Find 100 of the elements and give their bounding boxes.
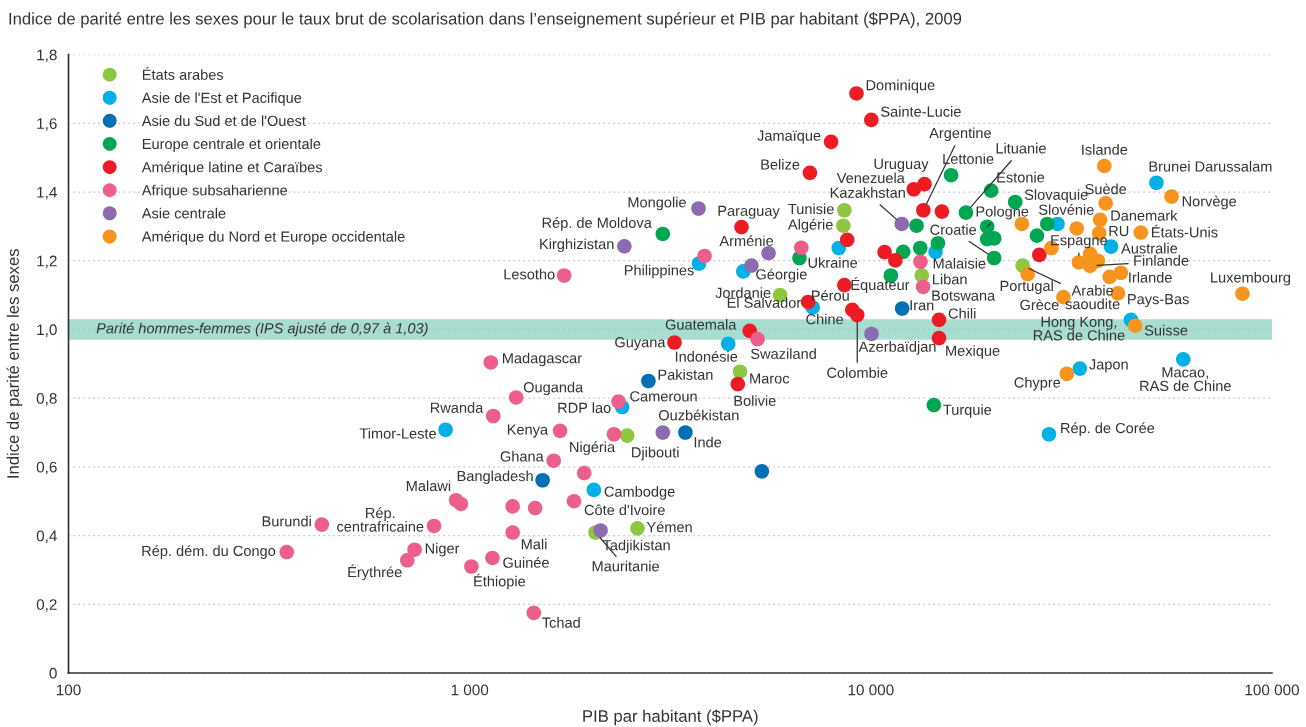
annotation: Timor-Leste xyxy=(359,427,436,439)
annotation: Guinée xyxy=(503,556,549,568)
annotation: Madagascar xyxy=(503,352,582,367)
legend-label: Asie du Sud et de l'Ouest xyxy=(141,115,306,127)
annotation: Ghana xyxy=(500,450,544,462)
annotation: Estonie xyxy=(997,171,1045,183)
legend-label: Asie de l'Est et Pacifique xyxy=(141,92,302,106)
annotation: Chili xyxy=(948,308,976,319)
annotation: Portugal xyxy=(1000,280,1053,294)
annotation: Jordanie xyxy=(715,287,771,298)
annotation: Lituanie xyxy=(996,142,1046,154)
annotation: Belize xyxy=(761,158,800,170)
chart-title: Indice de parité entre les sexes pour le taux brut de scolarisation dans l’enseignement supérieur et PIB par habitant ($PPA), 2009 xyxy=(9,12,962,28)
annotation: Iran xyxy=(910,300,934,311)
annotation: Éthiopie xyxy=(474,573,526,590)
annotation: Rép. dém. du Congo xyxy=(142,545,276,559)
y-tick-label: 0,6 xyxy=(36,461,57,475)
y-tick-label: 1,8 xyxy=(37,49,57,63)
annotation: États-Unis xyxy=(1152,224,1218,238)
y-tick-label: 0,4 xyxy=(36,530,57,544)
annotation: Finlande xyxy=(1134,255,1189,266)
annotation: Pérou xyxy=(812,289,849,301)
annotation: Érythrée xyxy=(348,564,402,581)
annotation: Kenya xyxy=(507,424,549,438)
annotation: Bangladesh xyxy=(457,470,533,485)
annotation: Slovénie xyxy=(1039,204,1094,215)
annotation: Norvège xyxy=(1182,195,1237,210)
x-tick-label: 100 xyxy=(56,684,81,696)
annotation: Danemark xyxy=(1111,210,1178,221)
annotation: RDP lao xyxy=(558,402,611,413)
legend-label: Amérique du Nord et Europe occidentale xyxy=(141,230,405,245)
annotation: Croatie xyxy=(930,224,977,235)
annotation: Burundi xyxy=(262,515,311,527)
annotation: Côte d'Ivoire xyxy=(584,504,665,516)
annotation: Swaziland xyxy=(751,348,816,359)
annotation: RU xyxy=(1109,225,1129,237)
legend-label: Asie centrale xyxy=(141,207,226,219)
annotation: Argentine xyxy=(929,127,991,142)
y-tick-label: 1,6 xyxy=(37,118,57,131)
annotation: Rép. de Corée xyxy=(1061,422,1155,437)
annotation: Hong Kong, RAS de Chine xyxy=(1033,316,1125,341)
annotation: Luxembourg xyxy=(1211,271,1291,286)
annotation: Tchad xyxy=(542,617,580,628)
annotation: Uruguay xyxy=(874,158,929,172)
annotation: Bolivie xyxy=(734,395,776,406)
y-tick-label: 1,4 xyxy=(37,187,57,200)
annotation: Indonésie xyxy=(675,350,738,362)
y-tick-label: 0,2 xyxy=(36,599,57,612)
y-tick-label: 1,0 xyxy=(37,324,57,337)
annotation: Équateur xyxy=(851,277,910,293)
annotation: Cameroun xyxy=(630,391,697,402)
annotation: Irlande xyxy=(1129,271,1172,283)
annotation: Islande xyxy=(1082,144,1128,155)
legend-label: États arabes xyxy=(142,67,224,80)
annotation: Pologne xyxy=(976,205,1029,220)
annotation: Yémen xyxy=(646,521,692,533)
annotation: Australie xyxy=(1121,242,1178,254)
annotation: Rwanda xyxy=(430,402,484,413)
annotation: Paraguay xyxy=(718,205,780,219)
annotation: Mexique xyxy=(946,345,1000,359)
y-tick-label: 0,8 xyxy=(36,393,57,406)
annotation: Mali xyxy=(521,538,547,550)
annotation: Rép. centrafricaine xyxy=(337,507,424,532)
annotation: Malawi xyxy=(406,480,451,492)
annotation: Lesotho xyxy=(504,268,555,280)
y-tick-label: 0 xyxy=(49,667,57,679)
annotation: Ouganda xyxy=(523,381,584,396)
annotation: Liban xyxy=(933,273,967,285)
annotation: Maroc xyxy=(750,373,790,384)
annotation: Niger xyxy=(425,542,460,557)
annotation: Tunisie xyxy=(788,203,834,215)
annotation: Guatemala xyxy=(665,319,737,330)
legend-label: Amérique latine et Caraïbes xyxy=(141,161,323,176)
annotation: Pays-Bas xyxy=(1128,294,1189,308)
annotation: Brunei Darussalam xyxy=(1149,160,1272,172)
annotation: Sainte-Lucie xyxy=(881,106,961,117)
annotation: Arabie saoudite xyxy=(1065,284,1120,310)
annotation: Inde xyxy=(694,436,722,448)
annotation: Géorgie xyxy=(756,268,807,283)
annotation: Botswana xyxy=(932,290,996,301)
annotation: Kazakhstan xyxy=(830,187,905,198)
annotation: Turquie xyxy=(943,404,992,418)
y-tick-label: 1,2 xyxy=(37,255,57,269)
annotation: Djibouti xyxy=(632,446,679,461)
annotation: Colombie xyxy=(827,367,888,378)
annotation: Philippines xyxy=(624,264,694,279)
annotation: Rép. de Moldova xyxy=(542,217,652,231)
annotation: Nigéria xyxy=(570,441,616,456)
x-tick-label: 1 000 xyxy=(451,684,489,696)
annotation: Algérie xyxy=(787,218,833,233)
legend-label: Afrique subsaharienne xyxy=(141,184,288,199)
annotation: Malaisie xyxy=(933,258,986,269)
annotation: Mauritanie xyxy=(592,560,659,572)
annotation: Arménie xyxy=(719,235,774,247)
annotation: Azerbaïdjan xyxy=(858,341,936,355)
annotation: Kirghizistan xyxy=(540,238,614,253)
annotation: Guyana xyxy=(615,337,666,351)
x-tick-label: 100 000 xyxy=(1245,684,1300,696)
annotation: Pakistan xyxy=(658,369,713,380)
x-axis-title: PIB par habitant ($PPA) xyxy=(583,709,758,726)
